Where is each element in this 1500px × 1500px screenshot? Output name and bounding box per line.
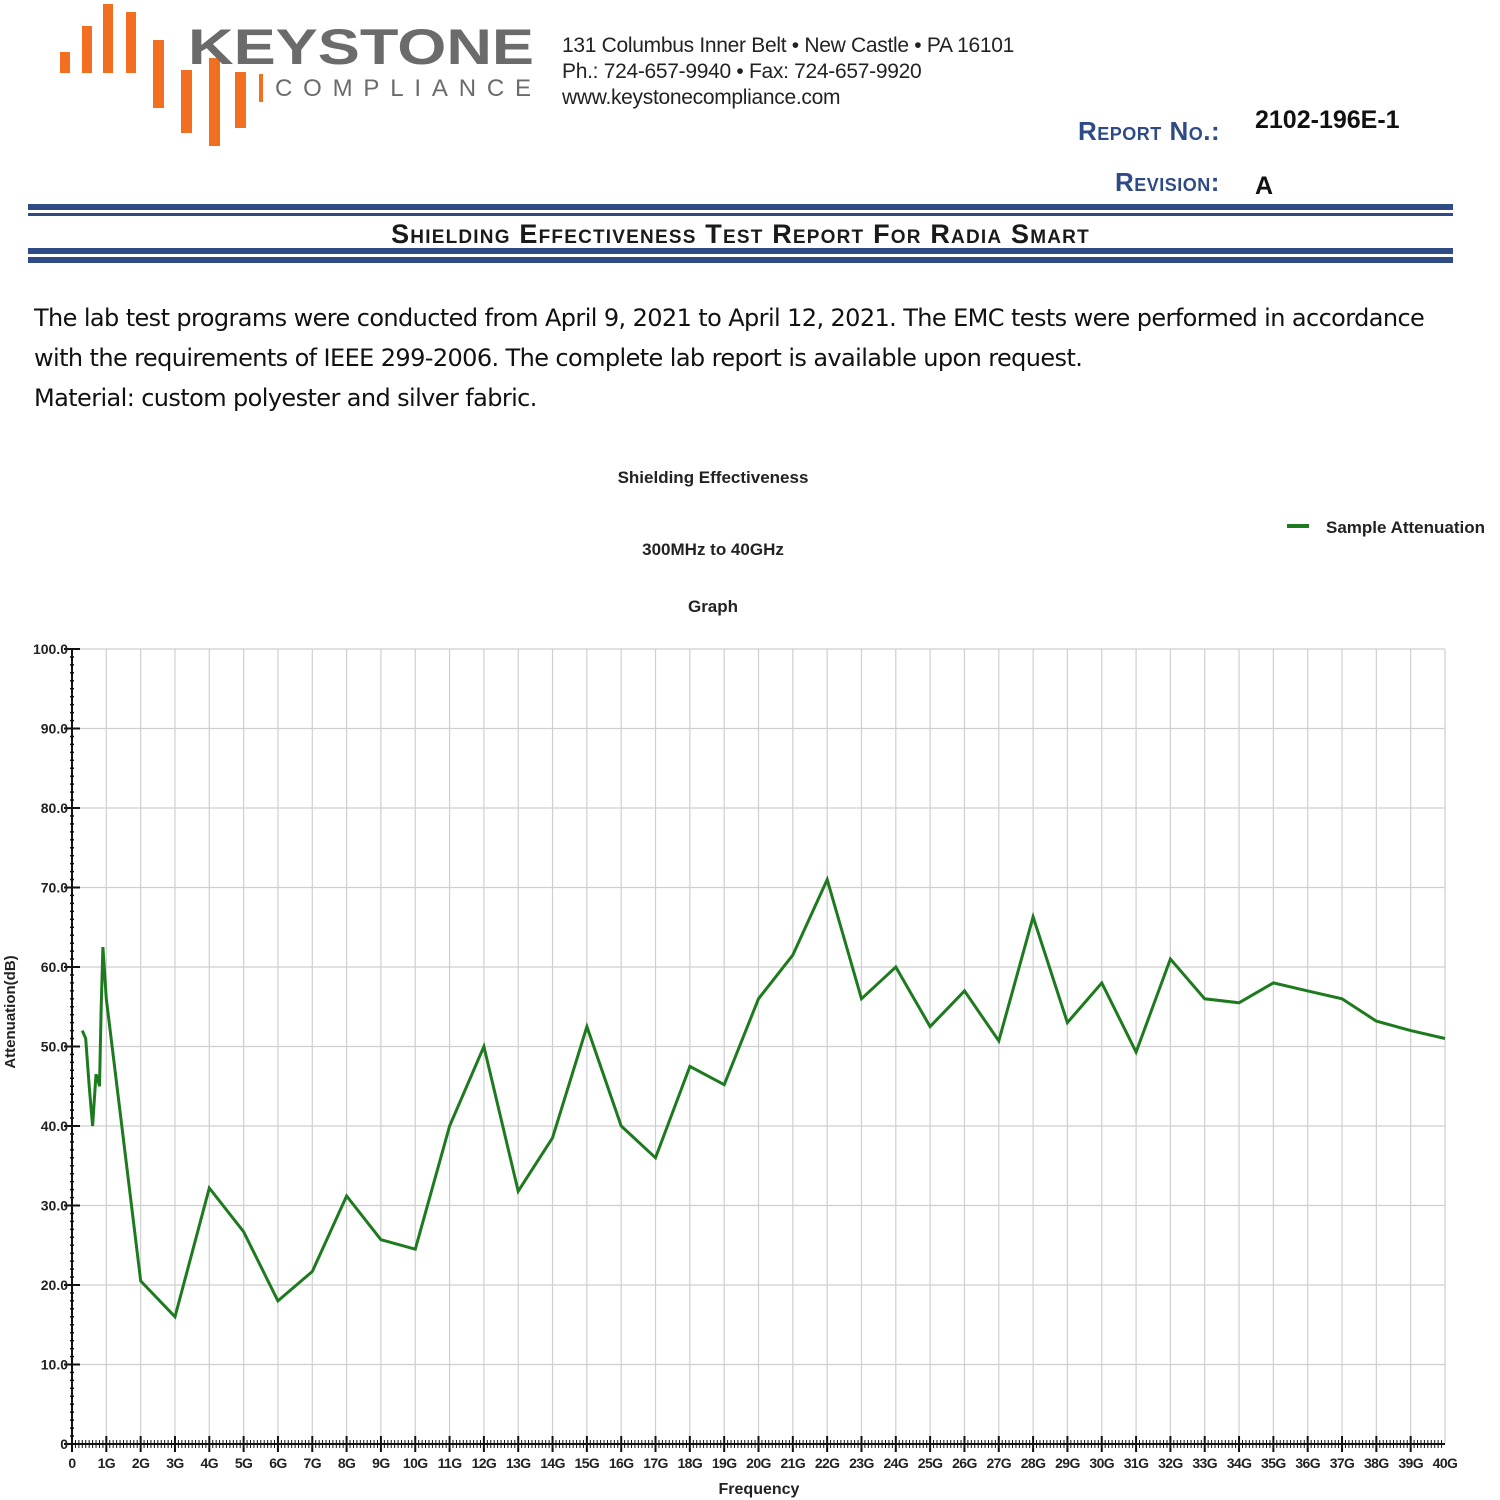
x-tick-label: 23G — [849, 1455, 874, 1471]
report-title: Shielding Effectiveness Test Report For … — [391, 219, 1090, 249]
logo-bar — [235, 72, 246, 128]
x-tick-label: 1G — [98, 1455, 116, 1471]
phone-fax-line: Ph.: 724-657-9940 • Fax: 724-657-9920 — [562, 60, 922, 83]
y-tick-label: 20.0 — [41, 1277, 68, 1293]
header-rule-top — [28, 204, 1453, 210]
material-line: Material: custom polyester and silver fa… — [34, 384, 537, 412]
keystone-compliance-logo: KEYSTONE COMPLIANCE — [60, 4, 534, 146]
x-tick-label: 4G — [201, 1455, 219, 1471]
chart-subtitle-graph: Graph — [688, 597, 738, 616]
y-tick-label: 80.0 — [41, 800, 68, 816]
x-tick-label: 22G — [815, 1455, 840, 1471]
logo-bar — [209, 58, 220, 146]
y-tick-label: 10.0 — [41, 1357, 68, 1373]
body-text-line: with the requirements of IEEE 299-2006. … — [34, 344, 1083, 372]
report-no-label: Report No.: — [1078, 116, 1221, 146]
website-line: www.keystonecompliance.com — [562, 86, 841, 109]
header-rule-top-thin — [28, 213, 1453, 216]
x-tick-label: 26G — [952, 1455, 977, 1471]
body-text-line: The lab test programs were conducted fro… — [34, 304, 1425, 332]
chart-subtitle: 300MHz to 40GHz — [642, 540, 784, 559]
logo-bar — [60, 52, 70, 73]
x-tick-label: 29G — [1055, 1455, 1080, 1471]
x-tick-label: 9G — [372, 1455, 390, 1471]
chart-legend: Sample Attenuation — [1287, 518, 1485, 537]
x-tick-label: 27G — [986, 1455, 1011, 1471]
revision-value: A — [1255, 172, 1274, 200]
x-tick-label: 39G — [1398, 1455, 1423, 1471]
x-tick-label: 13G — [506, 1455, 531, 1471]
x-tick-label: 40G — [1433, 1455, 1458, 1471]
header-rule-bottom — [28, 248, 1453, 254]
x-tick-label: 35G — [1261, 1455, 1286, 1471]
revision-label: Revision: — [1115, 167, 1220, 197]
chart-grid — [72, 648, 1446, 1444]
legend-label: Sample Attenuation — [1326, 518, 1485, 537]
x-tick-label: 10G — [403, 1455, 428, 1471]
x-tick-label: 36G — [1295, 1455, 1320, 1471]
x-tick-label: 30G — [1089, 1455, 1114, 1471]
x-tick-label: 28G — [1021, 1455, 1046, 1471]
x-tick-label: 21G — [780, 1455, 805, 1471]
logo-bar — [126, 12, 136, 73]
x-tick-label: 15G — [575, 1455, 600, 1471]
x-tick-label: 17G — [643, 1455, 668, 1471]
x-tick-label: 3G — [166, 1455, 184, 1471]
logo-bar — [103, 4, 113, 73]
x-tick-label: 6G — [269, 1455, 287, 1471]
x-tick-label: 5G — [235, 1455, 253, 1471]
x-axis-label: Frequency — [719, 1481, 800, 1498]
shielding-effectiveness-chart: Shielding Effectiveness 300MHz to 40GHz … — [2, 468, 1485, 1498]
y-axis-label: Attenuation(dB) — [2, 955, 19, 1068]
x-tick-label: 31G — [1124, 1455, 1149, 1471]
x-tick-label: 18G — [678, 1455, 703, 1471]
x-tick-label: 32G — [1158, 1455, 1183, 1471]
y-tick-label: 90.0 — [41, 721, 68, 737]
header-rule-bottom-thick — [28, 257, 1453, 263]
x-tick-label: 33G — [1192, 1455, 1217, 1471]
chart-axes — [64, 648, 1445, 1452]
y-tick-label: 0 — [60, 1436, 68, 1452]
logo-sub: COMPLIANCE — [275, 75, 531, 102]
x-tick-label: 7G — [304, 1455, 322, 1471]
x-tick-label: 8G — [338, 1455, 356, 1471]
logo-bar — [181, 70, 192, 133]
y-axis-ticks: 0 10.0 20.0 30.0 40.0 50.0 60.0 70.0 80.0 90.0 100… — [33, 641, 68, 1452]
x-tick-label: 37G — [1330, 1455, 1355, 1471]
y-tick-label: 30.0 — [41, 1198, 68, 1214]
y-tick-label: 100.0 — [33, 641, 68, 657]
logo-name: KEYSTONE — [188, 19, 534, 75]
x-axis-ticks: 0 1G 2G 3G 4G 5G 6G 7G 8G 9G 10G 11G 12G 13G 14G 15G 16G… — [68, 1455, 1458, 1471]
report-no-value: 2102-196E-1 — [1255, 106, 1400, 134]
x-tick-label: 20G — [746, 1455, 771, 1471]
logo-bar — [82, 26, 92, 73]
x-tick-label: 34G — [1227, 1455, 1252, 1471]
x-tick-label: 25G — [918, 1455, 943, 1471]
x-tick-label: 38G — [1364, 1455, 1389, 1471]
x-tick-label: 0 — [68, 1455, 76, 1471]
y-tick-label: 50.0 — [41, 1039, 68, 1055]
y-tick-label: 60.0 — [41, 959, 68, 975]
address-line: 131 Columbus Inner Belt • New Castle • P… — [562, 34, 1014, 57]
x-tick-label: 11G — [438, 1455, 463, 1471]
x-tick-label: 2G — [132, 1455, 150, 1471]
logo-bar — [153, 40, 164, 108]
x-tick-label: 12G — [472, 1455, 497, 1471]
x-tick-label: 24G — [883, 1455, 908, 1471]
logo-divider — [259, 74, 263, 102]
chart-series — [80, 875, 1446, 1320]
x-tick-label: 19G — [712, 1455, 737, 1471]
chart-title: Shielding Effectiveness — [618, 468, 809, 487]
x-tick-label: 16G — [609, 1455, 634, 1471]
series-line-sample-attenuation — [80, 875, 1446, 1320]
x-tick-label: 14G — [540, 1455, 565, 1471]
y-tick-label: 40.0 — [41, 1118, 68, 1134]
y-tick-label: 70.0 — [41, 880, 68, 896]
